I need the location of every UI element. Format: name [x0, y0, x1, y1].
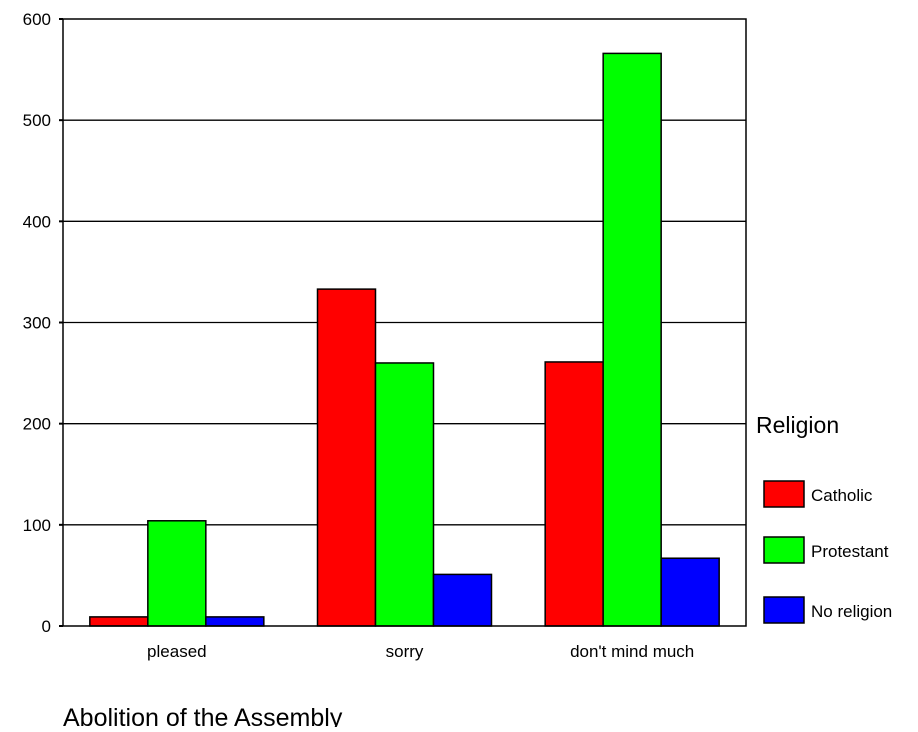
legend-title: Religion: [756, 412, 839, 438]
legend-label: Catholic: [811, 486, 873, 505]
y-tick-label: 200: [23, 415, 51, 434]
legend: Religion Catholic Protestant No religion: [756, 412, 892, 624]
bar-protestant: [374, 362, 435, 627]
legend-swatch: [763, 596, 805, 624]
y-tick-label: 600: [23, 10, 51, 29]
bar-protestant: [147, 520, 207, 627]
legend-label: No religion: [811, 602, 892, 621]
x-tick-label: pleased: [147, 642, 207, 661]
legend-swatch: [763, 536, 805, 564]
bars: [89, 52, 720, 627]
legend-swatch: [763, 480, 805, 508]
y-tick-label: 0: [42, 617, 51, 636]
bar-catholic: [89, 616, 149, 627]
y-tick-label: 400: [23, 212, 51, 231]
bar-catholic: [544, 361, 604, 627]
y-tick-label: 100: [23, 516, 51, 535]
y-axis: 0 100 200 300 400 500 600: [23, 10, 63, 636]
bar-catholic: [316, 288, 377, 627]
y-tick-label: 500: [23, 111, 51, 130]
bar-no-religion: [205, 616, 265, 627]
bar-no-religion: [432, 573, 493, 627]
bar-no-religion: [660, 557, 720, 627]
legend-label: Protestant: [811, 542, 889, 561]
x-axis-title: Abolition of the Assembly: [63, 704, 343, 727]
x-axis: pleased sorry don't mind much: [147, 642, 694, 661]
bar-protestant: [602, 52, 662, 627]
x-tick-label: don't mind much: [570, 642, 694, 661]
x-tick-label: sorry: [386, 642, 424, 661]
y-tick-label: 300: [23, 314, 51, 333]
